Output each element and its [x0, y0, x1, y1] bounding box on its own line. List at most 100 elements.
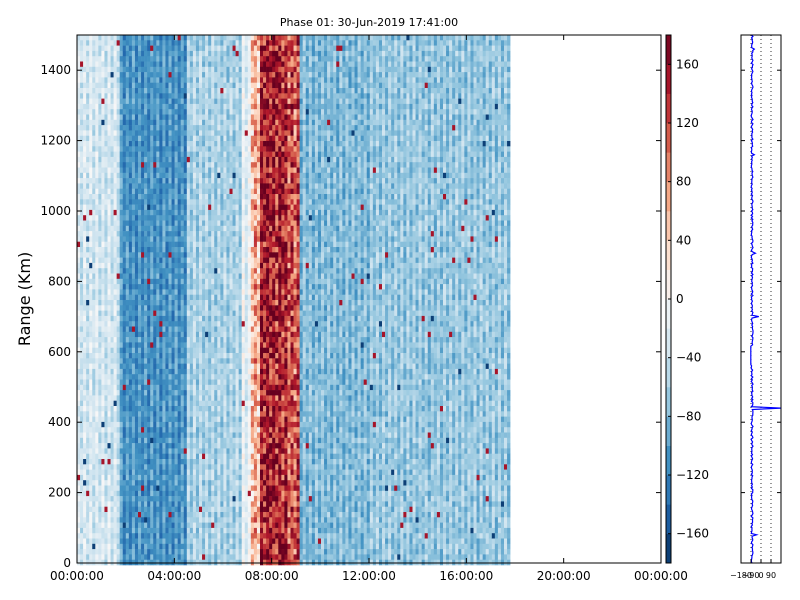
heatmap-cell	[134, 390, 139, 396]
heatmap-cell	[125, 167, 130, 174]
heatmap-cell	[208, 98, 212, 105]
heatmap-cell	[220, 93, 224, 99]
heatmap-cell	[134, 109, 139, 115]
heatmap-cell	[110, 125, 114, 131]
heatmap-cell	[195, 88, 200, 94]
heatmap-cell	[147, 448, 151, 454]
heatmap-cell	[134, 178, 139, 184]
heatmap-cell	[165, 82, 169, 89]
heatmap-cell	[77, 480, 81, 486]
heatmap-cell	[128, 347, 133, 354]
heatmap-cell	[217, 109, 221, 115]
heatmap-cell	[150, 72, 154, 78]
heatmap-cell	[98, 326, 102, 333]
heatmap-cell	[86, 474, 90, 481]
heatmap-cell	[183, 395, 188, 401]
heatmap-cell	[147, 342, 151, 348]
heatmap-cell	[217, 342, 221, 348]
heatmap-cell	[180, 337, 185, 343]
heatmap-cell	[220, 517, 224, 523]
heatmap-cell	[119, 252, 124, 258]
heatmap-cell	[214, 45, 218, 52]
heatmap-cell	[159, 379, 163, 386]
heatmap-cell	[205, 395, 209, 401]
heatmap-cell	[159, 300, 163, 306]
heatmap-cell	[214, 347, 218, 354]
heatmap-cell	[199, 273, 203, 280]
heatmap-cell	[186, 501, 191, 507]
heatmap-cell	[95, 236, 99, 242]
heatmap-cell	[162, 411, 166, 417]
heatmap-cell	[147, 379, 151, 386]
heatmap-cell	[86, 496, 90, 502]
heatmap-cell	[223, 294, 227, 301]
heatmap-cell	[189, 225, 194, 232]
heatmap-cell	[119, 342, 124, 348]
heatmap-cell	[220, 194, 224, 200]
heatmap-cell	[110, 289, 114, 295]
heatmap-cell	[162, 109, 166, 115]
heatmap-cell	[95, 326, 99, 333]
heatmap-cell	[177, 289, 181, 295]
heatmap-cell	[174, 432, 178, 439]
heatmap-cell	[125, 310, 130, 317]
heatmap-cell	[168, 321, 172, 327]
heatmap-cell	[189, 220, 194, 227]
heatmap-cell	[168, 474, 172, 481]
heatmap-cell	[83, 490, 87, 497]
heatmap-cell	[177, 374, 181, 380]
heatmap-cell	[89, 326, 93, 333]
heatmap-cell	[107, 35, 111, 41]
heatmap-cell	[95, 257, 99, 264]
heatmap-cell	[153, 268, 157, 274]
heatmap-cell	[220, 204, 224, 211]
heatmap-cell	[95, 93, 99, 99]
heatmap-cell	[202, 247, 206, 253]
heatmap-cell	[134, 56, 139, 62]
heatmap-cell	[119, 384, 124, 391]
heatmap-cell	[150, 395, 154, 401]
heatmap-cell	[147, 77, 151, 83]
heatmap-cell	[89, 501, 93, 507]
heatmap-cell	[134, 215, 139, 221]
heatmap-cell	[177, 231, 181, 237]
heatmap-cell	[199, 231, 203, 237]
heatmap-cell	[125, 119, 130, 126]
heatmap-cell	[125, 400, 130, 407]
heatmap-cell	[189, 353, 194, 359]
heatmap-cell	[186, 506, 191, 513]
heatmap-cell	[220, 294, 224, 301]
heatmap-cell	[156, 151, 160, 158]
heatmap-cell	[89, 204, 93, 211]
heatmap-cell	[195, 225, 200, 232]
heatmap-cell	[159, 443, 163, 449]
heatmap-cell	[162, 82, 166, 89]
heatmap-cell	[159, 109, 163, 115]
heatmap-cell	[168, 289, 172, 295]
heatmap-cell	[95, 98, 99, 105]
heatmap-cell	[168, 374, 172, 380]
heatmap-cell	[77, 374, 81, 380]
heatmap-cell	[171, 517, 175, 523]
heatmap-cell	[174, 188, 178, 195]
heatmap-cell	[223, 98, 227, 105]
heatmap-cell	[122, 146, 127, 152]
heatmap-cell	[220, 432, 224, 439]
heatmap-cell	[107, 549, 111, 555]
heatmap-cell	[186, 358, 191, 364]
heatmap-cell	[186, 252, 191, 258]
heatmap-cell	[205, 427, 209, 433]
heatmap-cell	[95, 310, 99, 317]
heatmap-cell	[186, 103, 191, 110]
heatmap-cell	[83, 406, 87, 412]
heatmap-cell	[119, 506, 124, 513]
heatmap-cell	[104, 522, 108, 529]
heatmap-cell	[159, 554, 163, 560]
heatmap-cell	[162, 77, 166, 83]
heatmap-cell	[214, 416, 218, 423]
heatmap-cell	[208, 88, 212, 94]
heatmap-cell	[150, 183, 154, 189]
heatmap-cell	[77, 496, 81, 502]
heatmap-cell	[214, 77, 218, 83]
heatmap-cell	[211, 432, 215, 439]
